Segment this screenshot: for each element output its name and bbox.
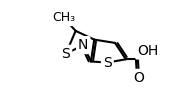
Text: OH: OH — [137, 44, 158, 58]
Text: CH₃: CH₃ — [52, 11, 75, 24]
Text: N: N — [78, 38, 89, 52]
Text: S: S — [103, 56, 112, 70]
Text: CH₃: CH₃ — [52, 11, 75, 24]
Text: S: S — [103, 56, 112, 70]
Text: S: S — [61, 47, 70, 61]
Text: O: O — [134, 71, 144, 85]
Text: S: S — [61, 47, 70, 61]
Text: O: O — [134, 71, 144, 85]
Text: N: N — [78, 38, 89, 52]
Text: OH: OH — [137, 44, 158, 58]
